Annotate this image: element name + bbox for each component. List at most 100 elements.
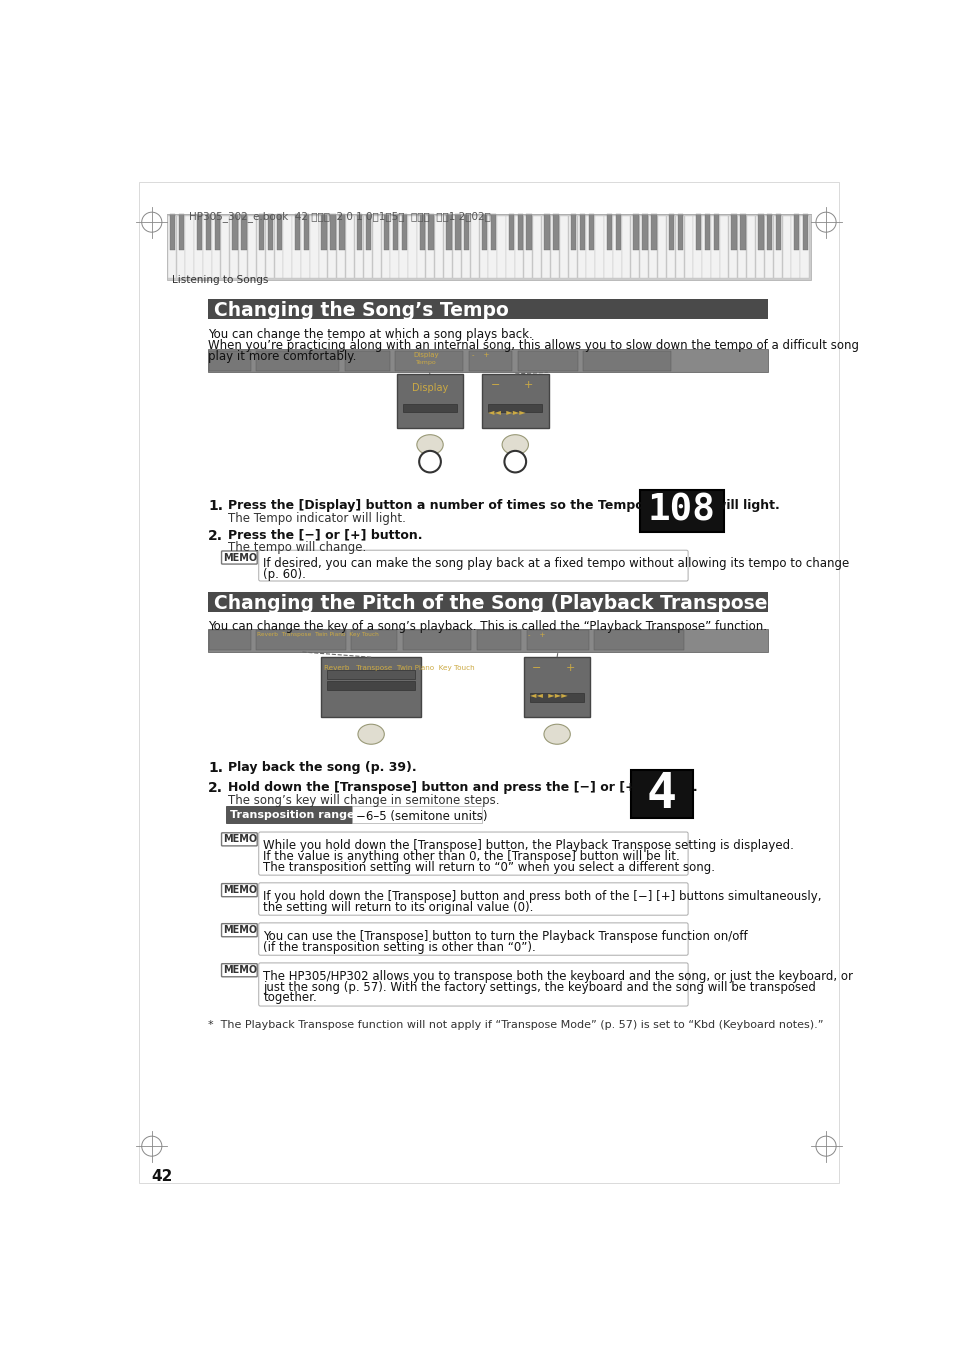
Bar [684,216,692,278]
Bar [606,215,612,250]
Bar [356,215,362,250]
Bar [588,215,594,250]
Text: If the value is anything other than 0, the [Transpose] button will be lit.: If the value is anything other than 0, t… [263,850,679,863]
Bar [426,216,434,278]
FancyBboxPatch shape [221,924,257,936]
Bar [571,215,576,250]
Text: Reverb  Transpose  Twin Piano  Key Touch: Reverb Transpose Twin Piano Key Touch [257,632,378,636]
Text: While you hold down the [Transpose] button, the Playback Transpose setting is di: While you hold down the [Transpose] butt… [263,839,794,852]
Bar [327,670,415,678]
Text: −6–5 (semitone units): −6–5 (semitone units) [356,809,487,823]
Text: Play back the song (p. 39).: Play back the song (p. 39). [228,761,416,774]
Bar [559,216,567,278]
Bar [506,216,514,278]
Bar [481,374,548,428]
Bar [523,657,590,717]
Bar [319,216,327,278]
Bar [402,631,471,650]
Bar [194,216,202,278]
Bar [775,215,781,250]
Text: The Tempo indicator will light.: The Tempo indicator will light. [228,512,405,524]
Bar [303,215,309,250]
Bar [419,215,424,250]
Bar [390,216,398,278]
Bar [651,215,656,250]
Text: MEMO: MEMO [223,925,257,935]
Text: Display: Display [412,384,448,393]
Text: *  The Playback Transpose function will not apply if “Transpose Mode” (p. 57) is: * The Playback Transpose function will n… [208,1020,823,1029]
FancyBboxPatch shape [258,963,687,1006]
Text: 2: 2 [511,455,519,467]
Bar [453,216,460,278]
Text: −: − [491,380,500,390]
Bar [167,215,810,280]
Ellipse shape [416,435,443,455]
Bar [393,215,397,250]
Bar [248,216,255,278]
Bar [577,216,585,278]
Text: You can change the tempo at which a song plays back.: You can change the tempo at which a song… [208,328,533,340]
Bar [630,216,639,278]
Bar [196,215,202,250]
Bar [283,216,292,278]
Bar [630,770,692,819]
Bar [488,404,542,412]
Text: The HP305/HP302 allows you to transpose both the keyboard and the song, or just : The HP305/HP302 allows you to transpose … [263,970,853,982]
Bar [704,215,709,250]
Text: play it more comfortably.: play it more comfortably. [208,350,356,363]
Text: Listening to Songs: Listening to Songs [172,276,268,285]
Bar [255,631,345,650]
Bar [259,215,264,250]
Bar [363,216,372,278]
Bar [523,216,532,278]
Bar [179,215,184,250]
Text: ◄◄  ►►►: ◄◄ ►►► [530,692,567,700]
FancyBboxPatch shape [221,832,257,846]
Bar [233,215,237,250]
Text: Tempo: Tempo [416,359,436,365]
Bar [800,216,808,278]
FancyBboxPatch shape [258,882,687,915]
Text: ◄◄  ►►►: ◄◄ ►►► [488,408,525,416]
Circle shape [418,451,440,473]
Bar [508,215,514,250]
Bar [321,215,327,250]
Text: When you’re practicing along with an internal song, this allows you to slow down: When you’re practicing along with an int… [208,339,924,353]
Bar [416,216,425,278]
Bar [208,299,767,319]
FancyBboxPatch shape [221,884,257,897]
Bar [352,805,481,823]
Bar [328,216,336,278]
Circle shape [504,451,525,473]
Bar [668,215,674,250]
Bar [579,215,585,250]
Bar [693,216,701,278]
Bar [526,215,531,250]
Bar [621,216,630,278]
Text: just the song (p. 57). With the factory settings, the keyboard and the song will: just the song (p. 57). With the factory … [263,981,816,993]
Text: The song’s key will change in semitone steps.: The song’s key will change in semitone s… [228,793,498,807]
Text: 1: 1 [425,455,434,467]
Bar [214,215,219,250]
FancyBboxPatch shape [258,832,687,875]
Bar [301,216,310,278]
Bar [755,216,763,278]
Bar [294,215,300,250]
Bar [428,215,434,250]
Bar [292,216,300,278]
Bar [701,216,710,278]
Bar [526,631,588,650]
Bar [641,215,647,250]
Bar [666,216,675,278]
Bar [455,215,460,250]
Bar [408,216,416,278]
Bar [793,215,799,250]
Bar [206,215,211,250]
Bar [711,216,719,278]
Bar [781,216,790,278]
Bar [615,215,620,250]
Text: If desired, you can make the song play back at a fixed tempo without allowing it: If desired, you can make the song play b… [263,557,849,570]
Bar [344,351,390,370]
Bar [170,215,175,250]
Bar [461,216,470,278]
